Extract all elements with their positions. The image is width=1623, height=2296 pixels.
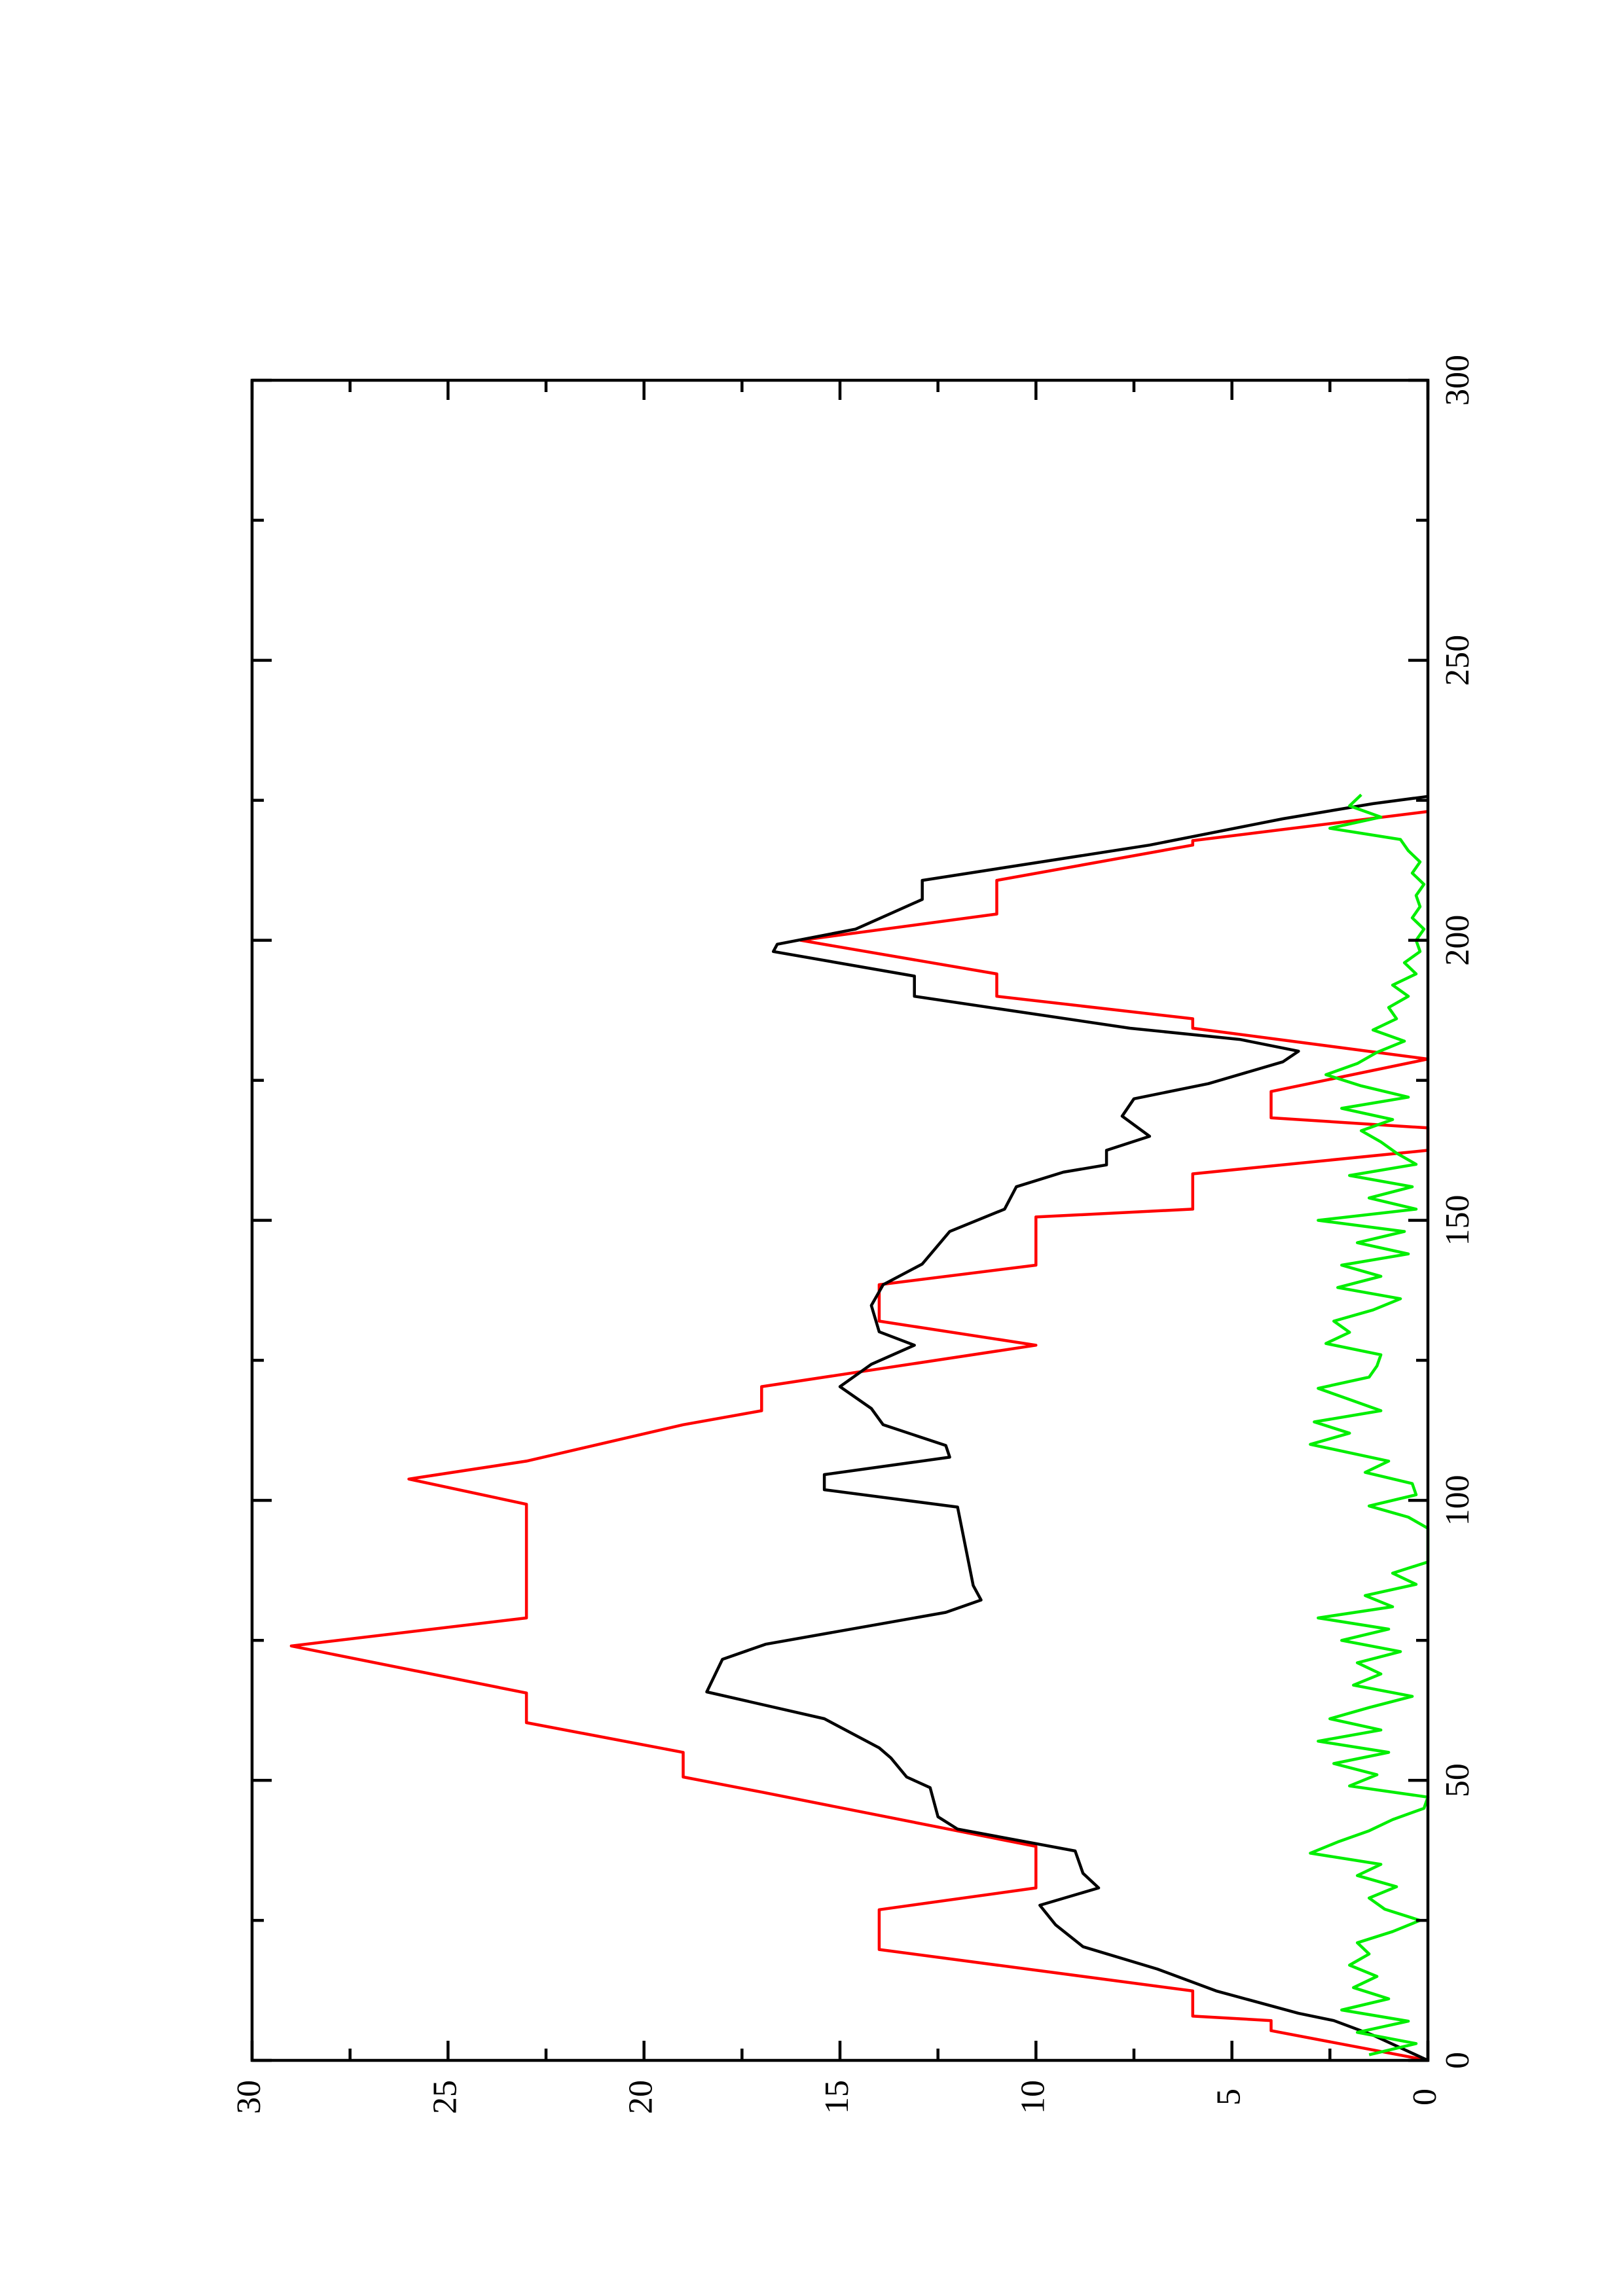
y-tick-label: 0 — [1406, 2089, 1444, 2106]
x-tick-label: 250 — [1439, 635, 1476, 686]
x-tick-label: 200 — [1439, 915, 1476, 966]
data-line — [289, 810, 1430, 2062]
y-tick-label: 20 — [623, 2080, 660, 2114]
data-line — [705, 795, 1429, 2062]
y-tick-label: 30 — [230, 2080, 268, 2114]
y-tick-label: 25 — [426, 2080, 464, 2114]
x-tick-label: 150 — [1439, 1195, 1476, 1246]
y-tick-label: 5 — [1211, 2089, 1248, 2106]
x-tick-label: 50 — [1439, 1763, 1476, 1797]
x-tick-label: 300 — [1439, 355, 1476, 406]
y-tick-label: 10 — [1014, 2080, 1051, 2114]
data-line — [1309, 793, 1430, 2056]
y-tick-label: 15 — [818, 2080, 856, 2114]
x-tick-label: 0 — [1439, 2052, 1476, 2069]
x-tick-label: 100 — [1439, 1475, 1476, 1526]
